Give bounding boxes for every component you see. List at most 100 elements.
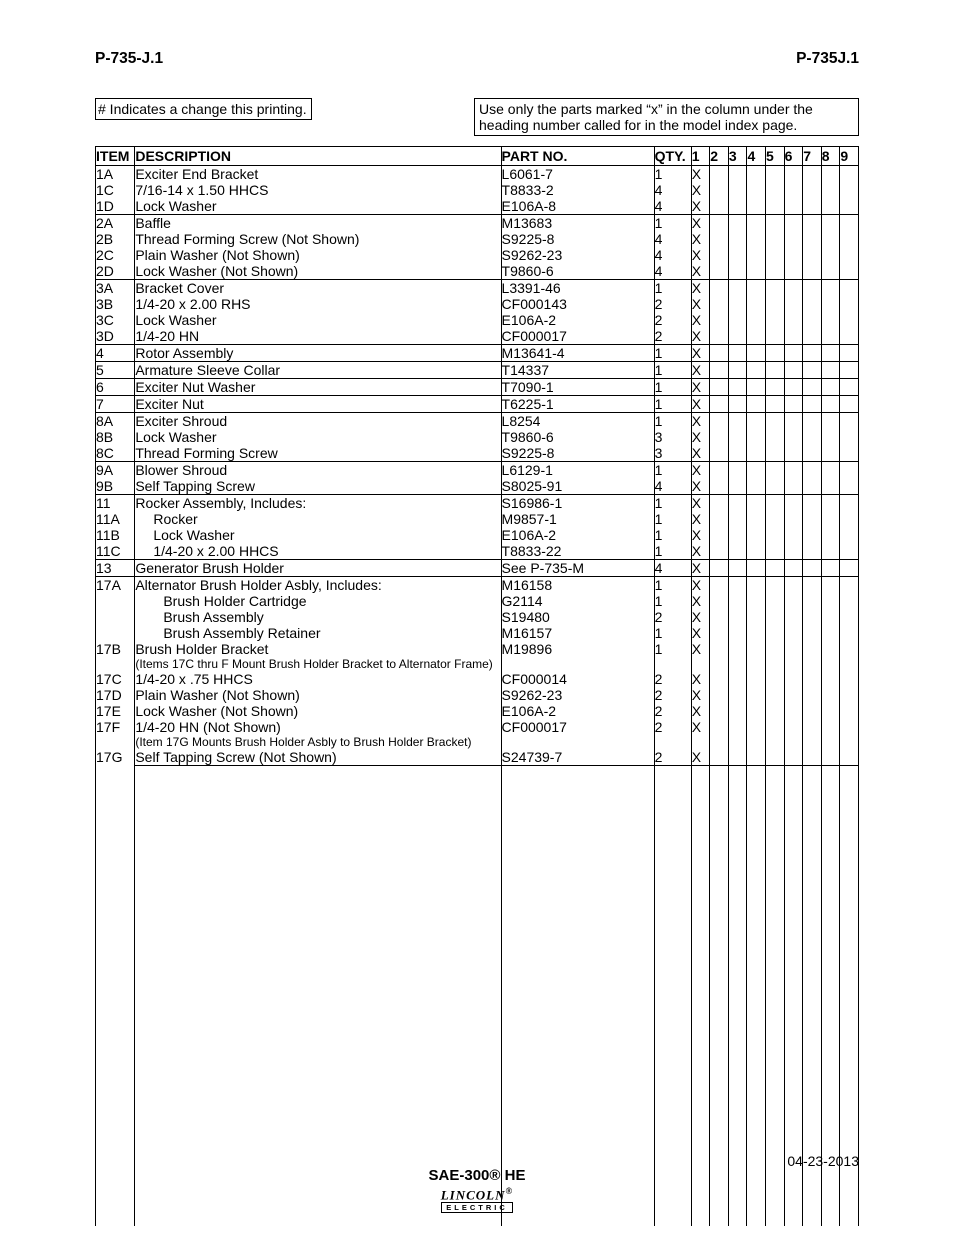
cell-x3 (728, 577, 747, 594)
cell-x3 (728, 296, 747, 312)
cell-x9 (840, 362, 859, 379)
cell-x8 (821, 511, 840, 527)
cell-x8 (821, 560, 840, 577)
cell-qty: 3 (654, 445, 691, 462)
cell-x5 (766, 478, 785, 495)
table-row: Brush AssemblyS194802X (96, 609, 859, 625)
cell-x6 (784, 198, 803, 215)
cell-x3 (728, 560, 747, 577)
cell-x6 (784, 719, 803, 735)
cell-x6 (784, 462, 803, 479)
cell-part: G2114 (501, 593, 654, 609)
cell-x1: X (691, 445, 710, 462)
cell-part: CF000143 (501, 296, 654, 312)
cell-item: 17A (96, 577, 135, 594)
cell-x7 (803, 462, 822, 479)
cell-x7 (803, 657, 822, 671)
cell-x9 (840, 182, 859, 198)
cell-x6 (784, 263, 803, 280)
cell-x1: X (691, 703, 710, 719)
cell-x7 (803, 495, 822, 512)
cell-x9 (840, 527, 859, 543)
cell-x6 (784, 296, 803, 312)
cell-qty: 3 (654, 429, 691, 445)
cell-item: 5 (96, 362, 135, 379)
cell-x2 (710, 495, 729, 512)
cell-qty: 1 (654, 511, 691, 527)
cell-x6 (784, 593, 803, 609)
cell-desc: Lock Washer (Not Shown) (135, 703, 501, 719)
cell-x8 (821, 641, 840, 657)
cell-x9 (840, 495, 859, 512)
cell-x5 (766, 231, 785, 247)
cell-x7 (803, 577, 822, 594)
cell-x2 (710, 719, 729, 735)
cell-x1: X (691, 462, 710, 479)
cell-x8 (821, 687, 840, 703)
cell-x5 (766, 687, 785, 703)
cell-qty: 1 (654, 362, 691, 379)
cell-x8 (821, 609, 840, 625)
cell-desc: 1/4-20 HN (135, 328, 501, 345)
cell-x8 (821, 413, 840, 430)
cell-part: E106A-2 (501, 527, 654, 543)
page-code-right: P-735J.1 (796, 50, 859, 68)
cell-qty: 2 (654, 719, 691, 735)
cell-x2 (710, 362, 729, 379)
cell-x4 (747, 328, 766, 345)
cell-desc: Alternator Brush Holder Asbly, Includes: (135, 577, 501, 594)
cell-x8 (821, 657, 840, 671)
cell-qty: 2 (654, 749, 691, 766)
cell-x9 (840, 719, 859, 735)
cell-x1: X (691, 625, 710, 641)
cell-x2 (710, 263, 729, 280)
cell-qty: 1 (654, 577, 691, 594)
cell-x6 (784, 749, 803, 766)
cell-x6 (784, 511, 803, 527)
col-x2: 2 (710, 147, 729, 166)
cell-x1: X (691, 247, 710, 263)
cell-x6 (784, 577, 803, 594)
cell-x2 (710, 379, 729, 396)
cell-x9 (840, 735, 859, 749)
cell-x3 (728, 462, 747, 479)
cell-x5 (766, 247, 785, 263)
cell-x9 (840, 328, 859, 345)
cell-x4 (747, 719, 766, 735)
cell-x8 (821, 263, 840, 280)
cell-x5 (766, 198, 785, 215)
cell-x4 (747, 560, 766, 577)
table-row: 11ARockerM9857-11X (96, 511, 859, 527)
cell-x7 (803, 296, 822, 312)
table-row: Brush Holder CartridgeG21141X (96, 593, 859, 609)
cell-x4 (747, 263, 766, 280)
cell-x2 (710, 560, 729, 577)
cell-x6 (784, 687, 803, 703)
cell-qty: 1 (654, 543, 691, 560)
cell-x6 (784, 231, 803, 247)
col-x6: 6 (784, 147, 803, 166)
cell-x6 (784, 445, 803, 462)
cell-item: 3B (96, 296, 135, 312)
cell-x8 (821, 182, 840, 198)
cell-item: 11B (96, 527, 135, 543)
cell-x6 (784, 671, 803, 687)
logo-top: LINCOLN (441, 1187, 506, 1202)
cell-x7 (803, 215, 822, 232)
cell-x2 (710, 413, 729, 430)
cell-x3 (728, 671, 747, 687)
table-row: 3D1/4-20 HNCF0000172X (96, 328, 859, 345)
table-row: 1AExciter End BracketL6061-71X (96, 166, 859, 182)
cell-x6 (784, 280, 803, 297)
cell-desc: 1/4-20 x .75 HHCS (135, 671, 501, 687)
cell-x4 (747, 247, 766, 263)
cell-x8 (821, 296, 840, 312)
cell-part: S9225-8 (501, 445, 654, 462)
cell-item (96, 593, 135, 609)
cell-item: 2C (96, 247, 135, 263)
cell-qty: 1 (654, 641, 691, 657)
cell-x5 (766, 445, 785, 462)
cell-x3 (728, 231, 747, 247)
cell-x3 (728, 687, 747, 703)
cell-x3 (728, 166, 747, 182)
